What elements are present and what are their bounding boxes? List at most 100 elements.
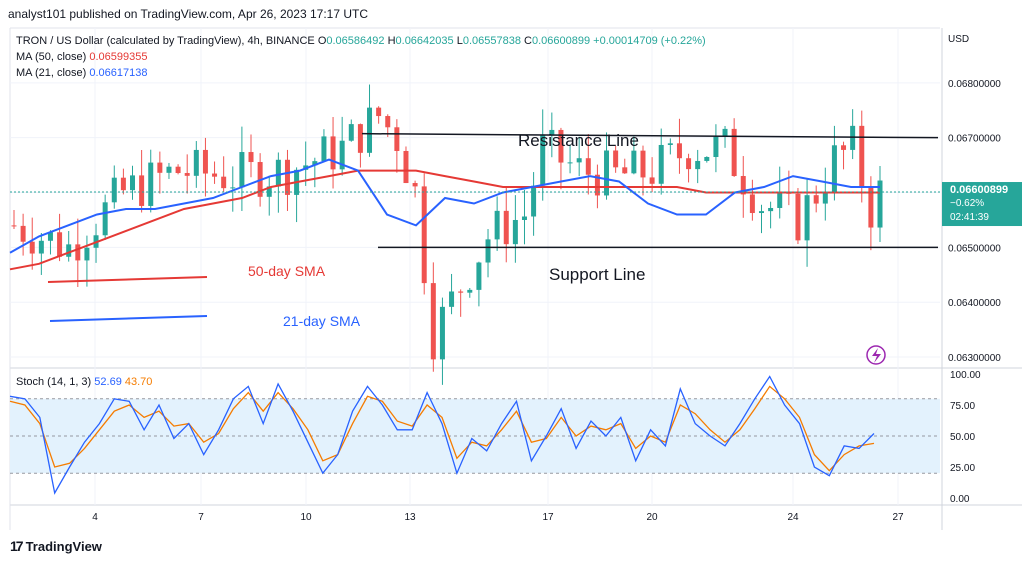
candle-body	[412, 183, 418, 187]
candle-body	[239, 152, 245, 188]
open-value: 0.06586492	[326, 35, 385, 47]
ma50-label: MA (50, close)	[16, 51, 87, 63]
candle-body	[166, 166, 172, 173]
candle-body	[111, 177, 117, 203]
time-tick-label: 7	[198, 512, 204, 523]
time-tick-label: 17	[542, 512, 554, 523]
candle-body	[877, 180, 883, 228]
ma21-value: 0.06617138	[89, 67, 148, 79]
candle-body	[540, 134, 546, 186]
price-badge-value: 0.06600899	[950, 184, 1008, 196]
candle-body	[157, 162, 163, 173]
candle-body	[713, 136, 719, 158]
candle-body	[758, 211, 764, 214]
candle-body	[558, 129, 564, 163]
candle-body	[740, 176, 746, 195]
stoch-tick-label: 100.00	[950, 370, 981, 381]
candle-body	[230, 187, 236, 189]
candle-body	[622, 167, 628, 174]
candle-body	[102, 202, 108, 236]
open-label: O	[317, 35, 327, 47]
candle-body	[139, 175, 145, 206]
candle-body	[430, 283, 436, 360]
candle-body	[813, 195, 819, 204]
candle-body	[604, 150, 610, 196]
stoch-tick-label: 75.00	[950, 401, 975, 412]
candle-body	[822, 192, 828, 204]
candle-body	[658, 144, 664, 184]
candle-body	[20, 225, 26, 242]
candle-body	[795, 193, 801, 241]
candle-body	[84, 247, 90, 261]
candle-body	[385, 116, 391, 128]
flash-bolt-icon	[872, 348, 881, 363]
candle-body	[275, 159, 281, 187]
candle-body	[868, 186, 874, 228]
price-tick-label: 0.06800000	[948, 79, 1001, 90]
support-label: Support Line	[549, 265, 645, 284]
price-tick-label: 0.06400000	[948, 298, 1001, 309]
sma50-label: 50-day SMA	[248, 263, 326, 279]
high-value: 0.06642035	[395, 35, 454, 47]
candle-body	[567, 162, 573, 164]
resistance-label: Resistance Line	[518, 131, 639, 150]
candle-body	[284, 159, 290, 195]
candle-body	[148, 162, 154, 206]
symbol-title: TRON / US Dollar (calculated by TradingV…	[16, 35, 315, 47]
candle-body	[212, 173, 218, 177]
candle-body	[531, 185, 537, 217]
stoch-d-value: 43.70	[124, 376, 153, 388]
candle-body	[202, 149, 208, 174]
candle-body	[494, 210, 500, 240]
candle-body	[686, 158, 692, 170]
candle-body	[841, 145, 847, 150]
resistance-line	[361, 132, 939, 139]
candle-body	[321, 136, 327, 162]
ma50-value: 0.06599355	[89, 51, 148, 63]
candle-body	[266, 186, 272, 197]
candle-body	[521, 216, 527, 220]
stoch-tick-label: 25.00	[950, 463, 975, 474]
currency-label: USD	[948, 34, 969, 45]
candle-body	[130, 175, 136, 191]
candle-body	[594, 174, 600, 196]
close-label: C	[524, 35, 532, 47]
tradingview-logo[interactable]: 17 TradingView	[10, 538, 102, 554]
candle-body	[749, 194, 755, 214]
candle-body	[221, 176, 227, 189]
candle-body	[640, 150, 646, 178]
candle-body	[777, 192, 783, 208]
candle-body	[312, 161, 318, 166]
candle-body	[339, 140, 345, 170]
candle-body	[549, 129, 555, 135]
candle-body	[804, 195, 810, 241]
ma21-label: MA (21, close)	[16, 67, 87, 79]
time-tick-label: 20	[646, 512, 658, 523]
change-value: +0.00014709 (+0.22%)	[593, 35, 706, 47]
candle-body	[449, 291, 455, 307]
candle-body	[11, 225, 17, 227]
published-header: analyst101 published on TradingView.com,…	[8, 7, 369, 21]
candle-body	[613, 150, 619, 168]
candle-body	[376, 107, 382, 117]
price-badge	[942, 182, 1022, 227]
candle-body	[768, 207, 774, 212]
candle-body	[120, 177, 126, 191]
stoch-k-value: 52.69	[94, 376, 122, 388]
time-tick-label: 10	[300, 512, 312, 523]
candle-body	[439, 306, 445, 360]
candle-body	[330, 136, 336, 170]
candle-body	[503, 210, 509, 245]
sma21-legend-stroke	[49, 315, 208, 322]
candle-body	[476, 262, 482, 290]
candle-body	[66, 244, 72, 257]
candle-body	[175, 166, 181, 174]
candle-body	[831, 145, 837, 193]
candle-body	[47, 232, 53, 241]
price-badge-change: −0.62%	[950, 198, 984, 209]
high-label: H	[387, 35, 396, 47]
stoch-k-line	[9, 375, 875, 495]
ma50-legend: MA (50, close) 0.06599355	[16, 51, 148, 63]
